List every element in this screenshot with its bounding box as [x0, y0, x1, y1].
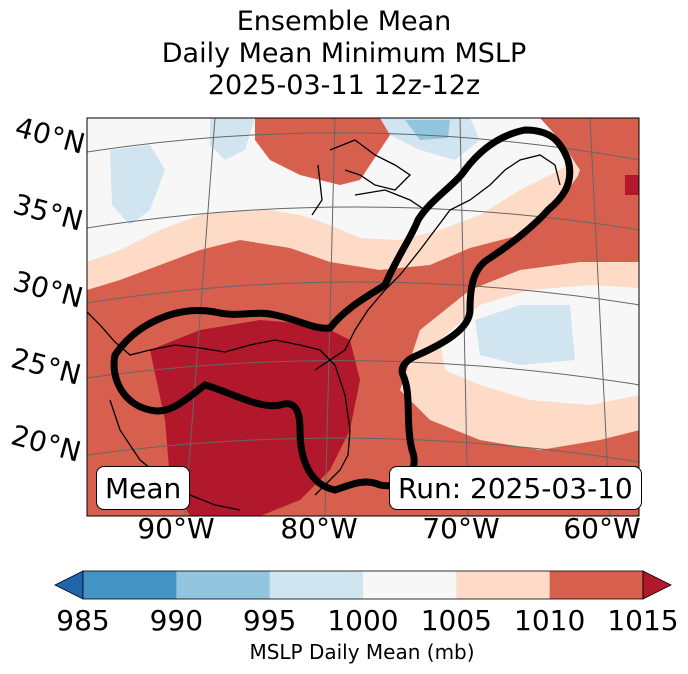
colorbar-bin-1005: [456, 571, 551, 599]
field-995-northwest: [210, 118, 255, 160]
lon-label-70: 70°W: [422, 512, 500, 545]
colorbar-bin-990: [176, 571, 271, 599]
field-995-west: [110, 145, 165, 225]
colorbar-frame: [82, 570, 644, 600]
coast-lake-erie: [354, 189, 426, 211]
colorbar-tick-1010: 1010: [514, 604, 586, 637]
colorbar-bin-995: [269, 571, 364, 599]
ensemble-mean-contour: [110, 126, 574, 494]
lon-label-60: 60°W: [563, 512, 641, 545]
title-line-3: 2025-03-11 12z-12z: [207, 70, 481, 101]
grid-lat-25: [87, 360, 639, 386]
run-label-box: Run: 2025-03-10: [389, 466, 642, 510]
colorbar-tick-985: 985: [56, 604, 110, 637]
field-1015-northeast: [625, 175, 639, 195]
field-1010-northeast: [540, 118, 639, 265]
coast-gulf: [87, 311, 351, 496]
field-995-southeast: [475, 305, 575, 365]
grid-lon-60: [589, 118, 611, 516]
colorbar-tick-990: 990: [149, 604, 204, 637]
grid-lat-20: [87, 437, 639, 463]
grid-lon-80: [324, 118, 336, 516]
map-frame: [86, 117, 640, 517]
colorbar-tick-995: 995: [242, 604, 297, 637]
grid-lat-35: [87, 206, 639, 231]
colorbar-bin-1010: [549, 571, 644, 599]
colorbar-label: MSLP Daily Mean (mb): [249, 640, 475, 664]
coast-great-lakes: [329, 139, 412, 191]
mean-label-box: Mean: [96, 466, 191, 510]
coast-lake-michigan: [311, 164, 323, 216]
lon-label-90: 90°W: [137, 512, 215, 545]
colorbar-tick-1005: 1005: [420, 604, 492, 637]
colorbar-extend-high: [642, 570, 672, 600]
colorbar-tick-1000: 1000: [327, 604, 399, 637]
colorbar-bin-985: [83, 571, 177, 599]
field-1010-north: [255, 118, 390, 185]
grid-lon-70: [459, 118, 469, 516]
colorbar-extend-low: [54, 570, 84, 600]
title-line-2: Daily Mean Minimum MSLP: [161, 38, 527, 69]
colorbar-bin-1000: [363, 571, 457, 599]
title-line-1: Ensemble Mean: [236, 6, 452, 37]
coast-east: [314, 154, 561, 371]
grid-lon-90: [184, 118, 216, 516]
grid-lat-30: [87, 281, 639, 306]
colorbar-tick-1015: 1015: [607, 604, 679, 637]
lon-label-80: 80°W: [280, 512, 358, 545]
